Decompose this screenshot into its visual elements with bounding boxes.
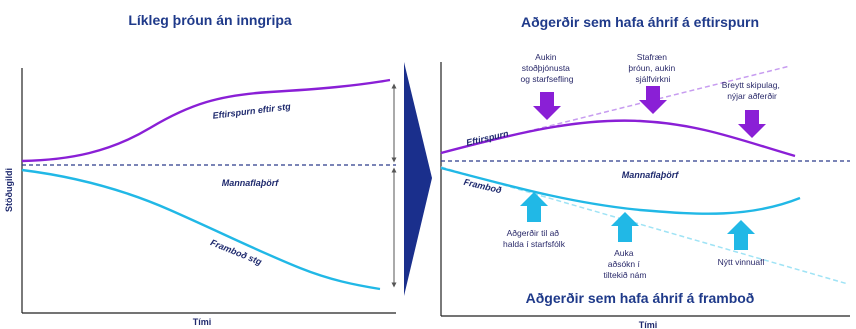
left-panel-title: Líkleg þróun án inngripa (128, 12, 292, 28)
right-x-axis-label: Tími (639, 320, 658, 329)
left-demand-curve (21, 78, 391, 163)
left-staffing-need-label: Mannaflaþörf (222, 178, 280, 188)
left-supply-curve (21, 168, 381, 291)
transition-arrow (404, 62, 432, 296)
right-panel-title-demand: Aðgerðir sem hafa áhrif á eftirspurn (521, 14, 759, 30)
left-x-axis-label: Tími (193, 317, 212, 327)
supply-action-label: Auka aðsókn í tiltekið nám (604, 248, 647, 280)
supply-action-arrow-up-icon (520, 192, 548, 222)
right-supply-curve (440, 166, 801, 215)
demand-action-label: Aukin stoðþjónusta og starfsefling (521, 52, 574, 84)
right-demand-curve (440, 119, 796, 158)
right-projected-supply-line (440, 166, 849, 285)
supply-action-arrow-up-icon (727, 220, 755, 250)
demand-action-arrow-down-icon (639, 86, 667, 114)
demand-action-label: Stafræn þróun, aukin sjálfvirkni (628, 52, 677, 84)
supply-action-arrow-up-icon (611, 212, 639, 242)
left-supply-label: Framboð stg (209, 237, 264, 267)
demand-action-arrow-down-icon (533, 92, 561, 120)
demand-action-arrow-down-icon (738, 110, 766, 138)
supply-action-label: Aðgerðir til að halda í starfsfólk (503, 228, 566, 249)
demand-action-label: Breytt skipulag, nýjar aðferðir (722, 80, 783, 101)
right-staffing-need-label: Mannaflaþörf (622, 170, 680, 180)
left-y-axis-label: Stöðugildi (4, 168, 14, 212)
right-panel-title-supply: Aðgerðir sem hafa áhrif á framboð (526, 290, 755, 306)
right-demand-label: Eftirspurn (465, 128, 510, 148)
supply-action-label: Nýtt vinnuafl (718, 257, 765, 267)
left-demand-label: Eftirspurn eftir stg (212, 101, 292, 121)
